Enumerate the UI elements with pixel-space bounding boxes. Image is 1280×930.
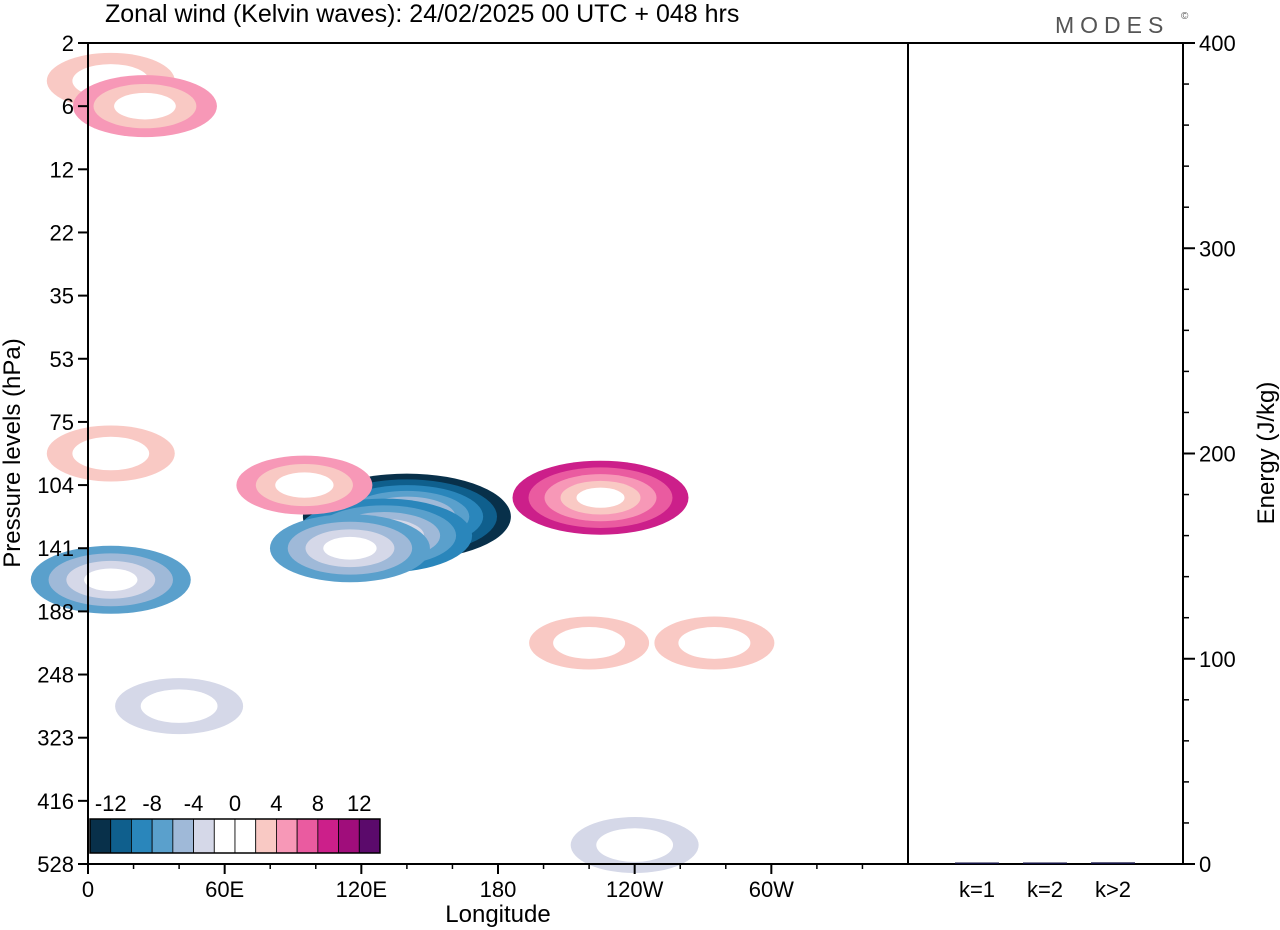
colorbar-cell [172, 818, 194, 854]
y-tick-label: 248 [37, 663, 74, 688]
energy-y-tick-label: 100 [1199, 647, 1236, 672]
colorbar-tick-label: 8 [312, 791, 324, 816]
y-tick-label: 22 [50, 220, 74, 245]
y-axis-label: Pressure levels (hPa) [0, 338, 26, 567]
x-tick-label: 60E [205, 877, 244, 902]
y-tick-label: 6 [62, 94, 74, 119]
y-tick-label: 528 [37, 852, 74, 877]
colorbar-cell [89, 818, 112, 854]
logo-mark: © [1181, 11, 1189, 22]
colorbar-cell [151, 818, 174, 854]
y-tick-label: 141 [37, 536, 74, 561]
y-axis-ticks: 2 6 12 22 35 53 75 104 141 188 248 323 416 528 [37, 31, 88, 877]
colorbar-tick-label: 12 [347, 791, 371, 816]
colorbar-tick-label: -8 [142, 791, 162, 816]
x-tick-label: 120E [336, 877, 387, 902]
y-tick-label: 2 [62, 31, 74, 56]
energy-bars [955, 862, 1135, 864]
x-tick-label: 120W [606, 877, 664, 902]
colorbar-tick-label: 4 [270, 791, 282, 816]
energy-panel: 0 100 200 300 400 k=1 k=2 k>2 Energy (J/kg) [907, 31, 1280, 902]
energy-bar [955, 862, 999, 864]
colorbar-cell [317, 818, 339, 854]
colorbar-cell [213, 818, 236, 854]
contour-blob-9-level-1 [140, 689, 218, 723]
energy-bar [1091, 862, 1135, 864]
colorbar-cell [255, 818, 277, 854]
contour-blob-10-level-1 [72, 436, 150, 471]
contour-blob-11-level-1 [114, 92, 176, 120]
energy-category-label: k=1 [959, 877, 995, 902]
colorbar-cells [89, 818, 381, 854]
energy-y-tick-label: 400 [1199, 31, 1236, 56]
energy-y-tick-label: 200 [1199, 442, 1236, 467]
y-tick-label: 188 [37, 599, 74, 624]
x-tick-label: 0 [82, 877, 94, 902]
contour-fields [30, 52, 775, 874]
y-tick-label: 323 [37, 726, 74, 751]
y-tick-label: 75 [50, 410, 74, 435]
hovmoller-panel: 0 60E 120E 180 120W 60W 2 6 12 22 35 53 75 104 141 188… [0, 31, 909, 928]
energy-category-label: k=2 [1027, 877, 1063, 902]
y-tick-label: 53 [50, 347, 74, 372]
plot-background [88, 43, 908, 864]
energy-y-tick-label: 0 [1199, 852, 1211, 877]
x-tick-label: 180 [480, 877, 517, 902]
x-axis-label: Longitude [445, 901, 550, 928]
energy-bar [1023, 862, 1067, 864]
contour-blob-7-level-1 [678, 627, 751, 659]
colorbar-tick-labels: -12 -8 -4 0 4 8 12 [95, 791, 372, 816]
colorbar-tick-label: -12 [95, 791, 127, 816]
colorbar-cell [193, 818, 215, 854]
colorbar-cell [338, 818, 360, 854]
colorbar-frame [89, 818, 381, 854]
y-tick-label: 35 [50, 284, 74, 309]
colorbar-cell [110, 818, 132, 854]
contour-blob-8-level-1 [84, 568, 138, 592]
colorbar-cell [131, 818, 153, 854]
energy-category-label: k>2 [1095, 877, 1131, 902]
energy-axis-label: Energy (J/kg) [1253, 382, 1280, 525]
contour-blob-4-level-1 [275, 472, 334, 498]
energy-y-ticks: 0 100 200 300 400 [1183, 31, 1236, 877]
energy-frame [907, 42, 1184, 865]
energy-y-tick-label: 300 [1199, 236, 1236, 261]
energy-categories: k=1 k=2 k>2 [959, 877, 1131, 902]
colorbar-tick-label: -4 [184, 791, 204, 816]
contour-blob-6-level-1 [553, 627, 626, 659]
colorbar-cell [276, 818, 298, 854]
contour-blob-3-level-1 [323, 536, 377, 560]
colorbar-cell [296, 818, 319, 854]
y-tick-label: 104 [37, 473, 74, 498]
colorbar-tick-label: 0 [229, 791, 241, 816]
chart-title: Zonal wind (Kelvin waves): 24/02/2025 00… [105, 0, 739, 28]
modes-logo: MODES [1055, 12, 1169, 38]
colorbar: -12 -8 -4 0 4 8 12 [89, 791, 381, 854]
y-tick-label: 416 [37, 789, 74, 814]
x-axis-ticks: 0 60E 120E 180 120W 60W [82, 864, 864, 902]
colorbar-cell [234, 818, 257, 854]
contour-blob-5-level-1 [576, 487, 625, 508]
y-tick-label: 12 [50, 157, 74, 182]
x-tick-label: 60W [749, 877, 794, 902]
contour-blob-12-level-1 [596, 828, 674, 862]
colorbar-cell [358, 818, 381, 854]
